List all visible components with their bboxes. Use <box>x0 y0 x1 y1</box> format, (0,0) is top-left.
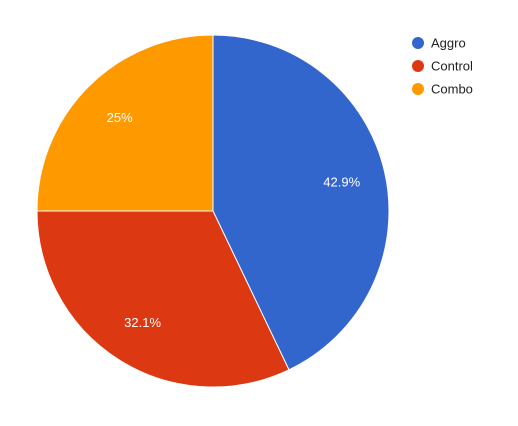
legend-label-combo: Combo <box>431 82 473 97</box>
legend-label-control: Control <box>431 59 473 74</box>
legend-item-control[interactable]: Control <box>412 59 473 74</box>
legend-swatch-combo <box>412 83 424 95</box>
legend-item-aggro[interactable]: Aggro <box>412 36 466 51</box>
pie-slice-labels: 42.9% 32.1% 25% <box>107 110 361 330</box>
slice-label-aggro: 42.9% <box>323 174 360 189</box>
legend-swatch-control <box>412 60 424 72</box>
pie-slice-control[interactable] <box>36 210 290 388</box>
slice-label-combo: 25% <box>107 110 133 125</box>
pie-slices <box>36 34 390 388</box>
pie-slice-combo[interactable] <box>36 34 214 212</box>
legend-swatch-aggro <box>412 37 424 49</box>
chart-legend: Aggro Control Combo <box>412 36 473 97</box>
legend-item-combo[interactable]: Combo <box>412 82 473 97</box>
legend-label-aggro: Aggro <box>431 36 466 51</box>
pie-slice-aggro[interactable] <box>212 34 390 371</box>
slice-label-control: 32.1% <box>124 315 161 330</box>
